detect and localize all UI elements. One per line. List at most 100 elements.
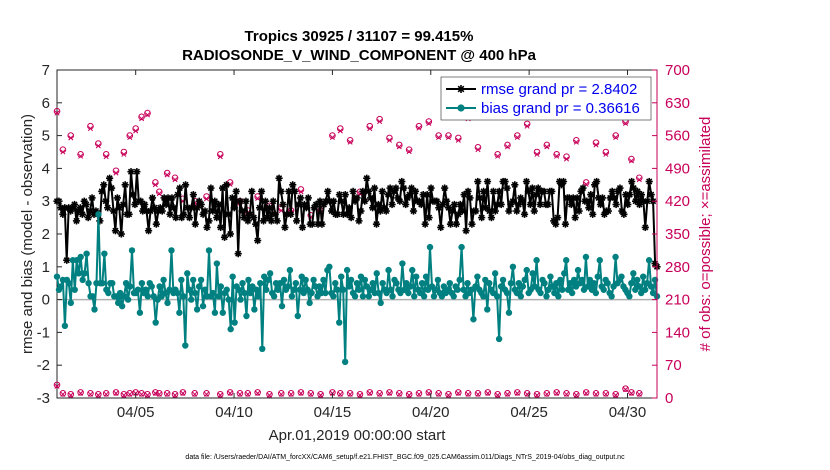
obs-assimilated-marker-stroke — [524, 123, 530, 129]
obs-low-assimilated-marker — [436, 391, 442, 397]
obs-low-assimilated-marker-stroke — [337, 391, 343, 397]
legend-rmse-label: rmse grand pr = 2.8402 — [481, 81, 637, 98]
bias-marker — [339, 286, 347, 293]
bias-marker — [547, 273, 554, 280]
bias-marker — [176, 309, 183, 316]
obs-low-assimilated-marker-stroke — [445, 392, 452, 398]
x-tick-label: 04/20 — [412, 404, 450, 421]
obs-assimilated-marker-stroke — [534, 151, 540, 157]
obs-low-assimilated-marker-stroke — [237, 391, 243, 397]
obs-low-possible-marker — [425, 389, 433, 396]
rmse-marker-stroke — [303, 204, 310, 211]
obs-low-possible-marker — [435, 390, 442, 397]
obs-possible-marker — [582, 179, 590, 186]
obs-assimilated-marker-stroke — [227, 181, 233, 187]
rmse-marker-stroke — [459, 207, 466, 215]
obs-low-assimilated-marker — [524, 391, 530, 397]
obs-low-possible-marker — [191, 390, 199, 397]
rmse-marker — [304, 194, 312, 202]
rmse-marker-stroke — [484, 178, 491, 185]
bias-marker — [109, 280, 116, 287]
rmse-marker-stroke — [611, 194, 618, 202]
bias-marker — [91, 306, 98, 313]
rmse-marker-stroke — [316, 198, 324, 205]
obs-assimilated-marker — [406, 148, 412, 155]
bias-marker — [529, 270, 536, 277]
obs-low-assimilated-marker-stroke — [465, 391, 471, 397]
bias-marker — [430, 293, 438, 300]
obs-low-possible-marker — [592, 390, 600, 397]
rmse-marker — [530, 207, 538, 215]
obs-assimilated-marker — [68, 135, 74, 141]
rmse-marker-stroke — [145, 227, 152, 234]
bias-marker — [561, 270, 568, 277]
rmse-marker-stroke — [166, 211, 174, 218]
rmse-marker — [162, 200, 170, 209]
rmse-marker — [630, 184, 638, 192]
rmse-marker-stroke — [443, 198, 450, 205]
bias-marker — [209, 289, 217, 297]
legend-rmse-marker — [457, 85, 465, 93]
rmse-marker — [170, 204, 178, 212]
obs-low-assimilated-marker — [203, 391, 210, 397]
rmse-marker-stroke — [63, 257, 70, 264]
left-y-tick-label: 5 — [42, 128, 50, 145]
obs-low-assimilated-marker-stroke — [127, 391, 133, 397]
obs-low-assimilated-marker-stroke — [217, 392, 223, 398]
obs-low-possible-marker — [494, 390, 501, 398]
obs-low-assimilated-marker — [78, 390, 84, 396]
bias-marker — [387, 286, 394, 293]
obs-low-assimilated-marker-stroke — [288, 391, 294, 397]
bias-marker — [278, 302, 286, 310]
obs-low-assimilated-marker — [495, 392, 501, 398]
rmse-marker-stroke — [451, 201, 458, 208]
obs-low-assimilated-marker — [217, 392, 223, 398]
right-y-tick-label: 0 — [665, 390, 673, 407]
rmse-marker-stroke — [159, 207, 166, 215]
bias-marker — [223, 286, 230, 293]
rmse-marker — [207, 184, 215, 192]
bias-marker — [191, 289, 199, 297]
obs-assimilated-marker — [475, 147, 481, 153]
bias-marker — [559, 286, 566, 293]
obs-assimilated-marker — [54, 110, 60, 116]
obs-low-assimilated-marker — [172, 392, 178, 398]
obs-low-possible-marker — [67, 390, 75, 398]
rmse-marker — [425, 214, 433, 222]
rmse-marker-stroke — [474, 178, 481, 185]
obs-low-possible-marker — [87, 390, 94, 397]
rmse-marker-stroke — [490, 188, 497, 195]
obs-low-assimilated-marker — [347, 391, 353, 397]
rmse-marker — [76, 204, 84, 212]
obs-low-possible-marker — [553, 389, 560, 396]
obs-assimilated-marker — [113, 170, 119, 176]
obs-assimilated-marker-stroke — [78, 153, 84, 159]
bias-marker — [517, 293, 525, 300]
rmse-marker — [275, 174, 283, 182]
rmse-marker-stroke — [215, 201, 222, 208]
rmse-marker-stroke — [355, 217, 363, 224]
obs-assimilated-marker-stroke — [337, 128, 343, 134]
obs-assimilated-marker-stroke — [87, 126, 93, 132]
bias-marker — [105, 289, 112, 297]
obs-low-possible-marker — [628, 389, 635, 396]
rmse-marker-stroke — [634, 188, 641, 195]
rmse-marker — [610, 194, 618, 202]
bias-marker — [126, 283, 134, 290]
obs-possible-marker — [346, 136, 354, 144]
rmse-marker-stroke — [523, 178, 530, 185]
rmse-marker-stroke — [162, 201, 170, 208]
obs-assimilated-marker-stroke — [329, 134, 335, 141]
bias-marker — [189, 276, 197, 284]
obs-assimilated-marker-stroke — [593, 142, 599, 148]
obs-low-assimilated-marker-stroke — [573, 392, 579, 398]
obs-low-possible-marker — [346, 390, 354, 397]
bias-marker — [270, 293, 278, 300]
bias-marker — [507, 280, 515, 287]
rmse-marker — [441, 184, 449, 192]
obs-possible-marker — [395, 141, 403, 149]
rmse-marker-stroke — [597, 201, 604, 208]
rmse-marker-stroke — [408, 184, 415, 192]
obs-low-assimilated-marker — [266, 392, 273, 398]
rmse-marker — [579, 184, 587, 192]
